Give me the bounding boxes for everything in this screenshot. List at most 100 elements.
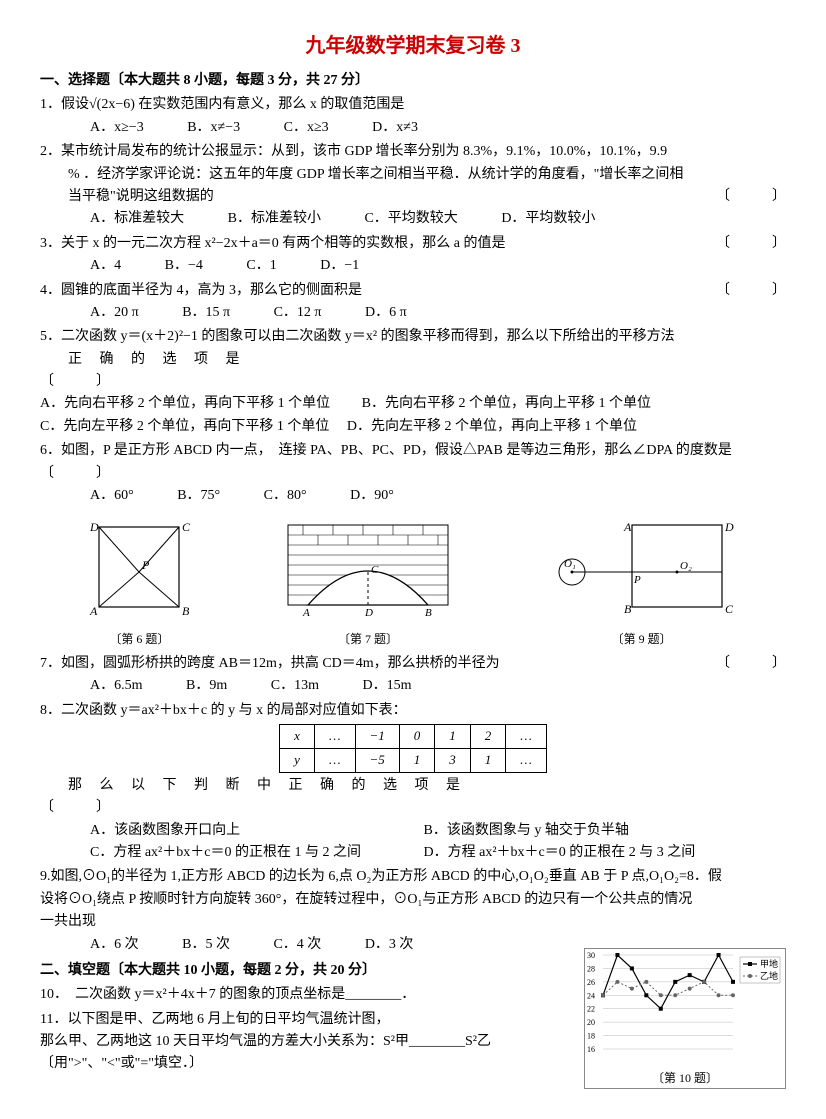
- section1-header: 一、选择题〔本大题共 8 小题，每题 3 分，共 27 分〕: [40, 70, 786, 92]
- q9-l1: 9.如图,⊙O₁的半径为 1,正方形 ABCD 的边长为 6,点 O₂为正方形 …: [40, 866, 786, 888]
- q2-B: B．标准差较小: [228, 208, 321, 230]
- q4-C: C．12 π: [274, 302, 322, 324]
- svg-text:28: 28: [587, 964, 595, 973]
- svg-text:O₂: O₂: [680, 560, 692, 572]
- q3-D: D．−1: [320, 255, 359, 277]
- fig9-svg: A D B C O₁ O₂ P: [542, 517, 742, 617]
- q7-B: B．9m: [186, 675, 227, 697]
- q7-text: 7．如图，圆弧形桥拱的跨度 AB＝12m，拱高 CD＝4m，那么拱桥的半径为: [40, 656, 500, 671]
- fig7-svg: A D B C: [283, 517, 453, 617]
- figure-6: D C A B P 〔第 6 题〕: [84, 517, 194, 649]
- fig6-caption: 〔第 6 题〕: [84, 630, 194, 649]
- q5: 5．二次函数 y＝(x＋2)²−1 的图象可以由二次函数 y＝x² 的图象平移而…: [40, 326, 786, 438]
- fig7-caption: 〔第 7 题〕: [283, 630, 453, 649]
- q8-l3: 〔 〕: [40, 797, 786, 819]
- q4-text: 4．圆锥的底面半径为 4，高为 3，那么它的侧面积是: [40, 283, 362, 298]
- q9-l2: 设将⊙O₁绕点 P 按顺时针方向旋转 360°，在旋转过程中，⊙O₁与正方形 A…: [40, 889, 786, 911]
- q9: 9.如图,⊙O₁的半径为 1,正方形 ABCD 的边长为 6,点 O₂为正方形 …: [40, 866, 786, 956]
- svg-text:B: B: [624, 602, 632, 616]
- q9-l3: 一共出现: [40, 911, 786, 933]
- svg-text:D: D: [89, 520, 99, 534]
- q5-l3: 〔 〕: [40, 371, 786, 393]
- fig6-svg: D C A B P: [84, 517, 194, 617]
- svg-text:A: A: [302, 607, 310, 617]
- q8-row-x: x … −1 0 1 2 …: [280, 725, 547, 749]
- q9-C: C．4 次: [273, 934, 321, 956]
- svg-text:D: D: [724, 520, 734, 534]
- q5-B: B．先向右平移 2 个单位，再向上平移 1 个单位: [362, 396, 651, 411]
- svg-text:C: C: [725, 602, 734, 616]
- q3-B: B．−4: [165, 255, 203, 277]
- q6-l1: 6．如图，P 是正方形 ABCD 内一点， 连接 PA、PB、PC、PD，假设△…: [40, 440, 786, 462]
- page-title: 九年级数学期末复习卷 3: [40, 30, 786, 62]
- svg-text:P: P: [141, 558, 150, 572]
- svg-text:C: C: [371, 564, 379, 576]
- q4-D: D．6 π: [365, 302, 407, 324]
- q7-A: A．6.5m: [90, 675, 143, 697]
- q5-D: D．先向左平移 2 个单位，再向上平移 1 个单位: [347, 419, 637, 434]
- q6-D: D．90°: [350, 485, 394, 507]
- q1-text: 1．假设√(2x−6) 在实数范围内有意义，那么 x 的取值范围是: [40, 97, 404, 112]
- q2-C: C．平均数较大: [364, 208, 457, 230]
- q1-D: D．x≠3: [372, 117, 418, 139]
- q8-B: B．该函数图象与 y 轴交于负半轴: [424, 820, 629, 842]
- q6-B: B．75°: [177, 485, 220, 507]
- q7-paren: 〔 〕: [716, 653, 786, 675]
- q7-D: D．15m: [362, 675, 411, 697]
- q3: 3．关于 x 的一元二次方程 x²−2x＋a＝0 有两个相等的实数根，那么 a …: [40, 233, 786, 278]
- q5-l2: 正 确 的 选 项 是: [40, 349, 786, 371]
- q5-l1: 5．二次函数 y＝(x＋2)²−1 的图象可以由二次函数 y＝x² 的图象平移而…: [40, 326, 786, 348]
- fig9-caption: 〔第 9 题〕: [542, 630, 742, 649]
- q8: 8．二次函数 y＝ax²＋bx＋c 的 y 与 x 的局部对应值如下表： x ……: [40, 700, 786, 865]
- q8-table: x … −1 0 1 2 … y … −5 1 3 1 …: [279, 724, 547, 773]
- q5-A: A．先向右平移 2 个单位，再向下平移 1 个单位: [40, 396, 330, 411]
- q1-A: A．x≥−3: [90, 117, 144, 139]
- q1: 1．假设√(2x−6) 在实数范围内有意义，那么 x 的取值范围是 A．x≥−3…: [40, 94, 786, 139]
- q2-A: A．标准差较大: [90, 208, 184, 230]
- q10: 10． 二次函数 y＝x²＋4x＋7 的图象的顶点坐标是________．: [40, 984, 786, 1006]
- q8-row-y: y … −5 1 3 1 …: [280, 748, 547, 772]
- legend-yi: 乙地: [760, 970, 778, 981]
- svg-text:B: B: [425, 607, 432, 617]
- q2-l2: % ．经济学家评论说：这五年的年度 GDP 增长率之间相当平稳．从统计学的角度看…: [40, 164, 786, 186]
- figure-9: A D B C O₁ O₂ P 〔第 9 题〕: [542, 517, 742, 649]
- q2-paren: 〔 〕: [716, 186, 786, 208]
- q2-l3: 当平稳"说明这组数据的: [68, 189, 214, 204]
- figure-7: A D B C 〔第 7 题〕: [283, 517, 453, 649]
- q3-C: C．1: [246, 255, 276, 277]
- q4: 4．圆锥的底面半径为 4，高为 3，那么它的侧面积是〔 〕 A．20 π B．1…: [40, 280, 786, 325]
- q5-C: C．先向左平移 2 个单位，再向下平移 1 个单位: [40, 419, 329, 434]
- svg-text:A: A: [89, 604, 98, 617]
- q3-A: A．4: [90, 255, 121, 277]
- svg-text:A: A: [623, 520, 632, 534]
- q6-A: A．60°: [90, 485, 134, 507]
- q6-C: C．80°: [264, 485, 307, 507]
- q7-C: C．13m: [271, 675, 319, 697]
- q3-text: 3．关于 x 的一元二次方程 x²−2x＋a＝0 有两个相等的实数根，那么 a …: [40, 236, 506, 251]
- figures-row: D C A B P 〔第 6 题〕 A D B: [40, 517, 786, 649]
- q8-text: 8．二次函数 y＝ax²＋bx＋c 的 y 与 x 的局部对应值如下表：: [40, 700, 786, 722]
- svg-text:B: B: [182, 604, 190, 617]
- q1-B: B．x≠−3: [187, 117, 240, 139]
- q8-l2: 那 么 以 下 判 断 中 正 确 的 选 项 是: [40, 775, 786, 797]
- q4-B: B．15 π: [182, 302, 230, 324]
- q8-D: D．方程 ax²＋bx＋c＝0 的正根在 2 与 3 之间: [424, 842, 696, 864]
- q8-A: A．该函数图象开口向上: [90, 820, 380, 842]
- q3-paren: 〔 〕: [716, 233, 786, 255]
- q4-paren: 〔 〕: [716, 280, 786, 302]
- q11: 11．以下图是甲、乙两地 6 月上旬的日平均气温统计图， 那么甲、乙两地这 10…: [40, 1009, 786, 1076]
- q9-B: B．5 次: [182, 934, 230, 956]
- svg-text:D: D: [364, 607, 373, 617]
- svg-text:O₁: O₁: [564, 558, 576, 570]
- q6-l2: 〔 〕: [40, 463, 786, 485]
- q6: 6．如图，P 是正方形 ABCD 内一点， 连接 PA、PB、PC、PD，假设△…: [40, 440, 786, 507]
- q9-A: A．6 次: [90, 934, 139, 956]
- svg-text:P: P: [633, 574, 641, 586]
- q8-C: C．方程 ax²＋bx＋c＝0 的正根在 1 与 2 之间: [90, 842, 380, 864]
- q2: 2．某市统计局发布的统计公报显示：从到，该市 GDP 增长率分别为 8.3%，9…: [40, 141, 786, 231]
- q11-l1: 11．以下图是甲、乙两地 6 月上旬的日平均气温统计图，: [40, 1009, 786, 1031]
- legend-jia: 甲地: [760, 958, 778, 969]
- q2-D: D．平均数较小: [501, 208, 595, 230]
- q2-l1: 2．某市统计局发布的统计公报显示：从到，该市 GDP 增长率分别为 8.3%，9…: [40, 141, 786, 163]
- q11-l2: 那么甲、乙两地这 10 天日平均气温的方差大小关系为：S²甲________S²…: [40, 1031, 786, 1053]
